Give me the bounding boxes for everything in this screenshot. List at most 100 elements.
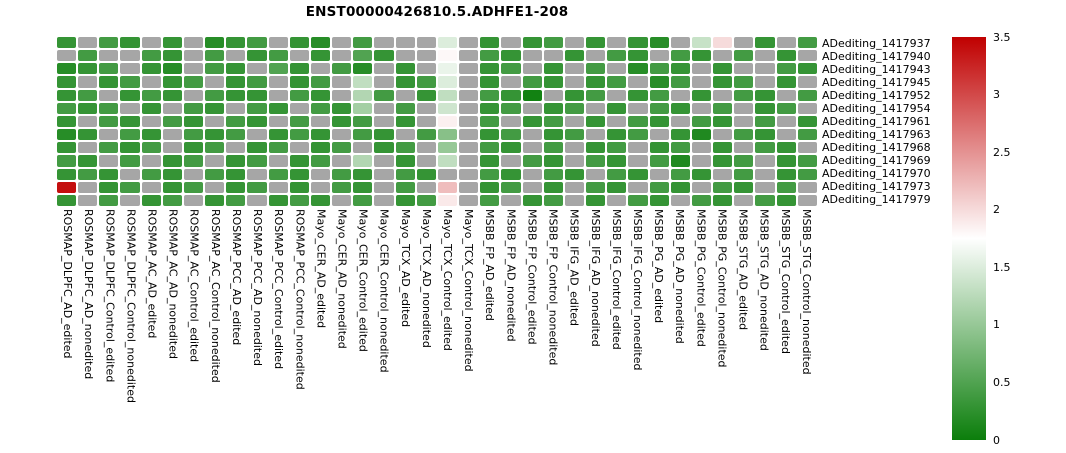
heatmap-cell: [395, 155, 415, 167]
heatmap-cell: [99, 115, 119, 128]
heatmap-cell: [247, 50, 267, 62]
heatmap-cell: [480, 76, 500, 88]
heatmap-cell: [57, 102, 77, 114]
column-label: ROSMAP_PCC_Control_edited: [272, 209, 286, 370]
heatmap-cell: [416, 155, 436, 167]
heatmap-cell: [670, 181, 690, 193]
heatmap-cell: [480, 102, 500, 114]
chart-title: ENST00000426810.5.ADHFE1-208: [305, 4, 569, 20]
heatmap-cell: [734, 168, 754, 180]
heatmap-cell: [99, 63, 119, 75]
heatmap-cell: [395, 37, 415, 49]
heatmap-cell: [734, 37, 754, 49]
heatmap-cell: [501, 168, 521, 180]
heatmap-cell: [416, 115, 436, 128]
heatmap-cell: [755, 194, 775, 206]
heatmap-cell: [480, 115, 500, 128]
heatmap-cell: [522, 142, 542, 154]
heatmap-cell: [459, 181, 479, 193]
column-label: ROSMAP_DLPFC_Control_nonedited: [124, 209, 138, 403]
column-label: Mayo_CER_AD_edited: [314, 209, 328, 329]
heatmap-cell: [480, 142, 500, 154]
heatmap-cell: [776, 155, 796, 167]
heatmap-cell: [755, 155, 775, 167]
heatmap-cell: [522, 50, 542, 62]
heatmap-cell: [776, 142, 796, 154]
heatmap-cell: [416, 142, 436, 154]
heatmap-cell: [183, 37, 204, 49]
heatmap-cell: [522, 76, 542, 88]
heatmap-cell: [607, 63, 627, 75]
heatmap-cell: [522, 155, 542, 167]
row-label: ADediting_1417937: [822, 37, 931, 50]
heatmap-cell: [247, 63, 267, 75]
heatmap-cell: [776, 115, 796, 128]
heatmap-cell: [501, 115, 521, 128]
heatmap-cell: [628, 63, 648, 75]
heatmap-cell: [99, 181, 119, 193]
heatmap-cell: [480, 168, 500, 180]
heatmap-cell: [289, 168, 309, 180]
heatmap-cell: [480, 129, 500, 141]
heatmap-cell: [183, 142, 204, 154]
heatmap-cell: [734, 102, 754, 114]
column-label: MSBB_STG_Control_edited: [778, 209, 792, 354]
heatmap-cell: [607, 155, 627, 167]
heatmap-cell: [416, 181, 436, 193]
heatmap-cell: [670, 76, 690, 88]
column-label: Mayo_TCX_AD_edited: [398, 209, 412, 328]
heatmap-cell: [501, 63, 521, 75]
heatmap-cell: [564, 194, 585, 206]
heatmap-cell: [226, 37, 246, 49]
heatmap-cell: [543, 63, 563, 75]
heatmap-cell: [459, 102, 479, 114]
heatmap-cell: [268, 102, 288, 114]
heatmap-cell: [734, 50, 754, 62]
heatmap-cell: [141, 168, 161, 180]
heatmap-cell: [649, 129, 669, 141]
column-label: Mayo_TCX_Control_nonedited: [462, 209, 476, 372]
heatmap-cell: [99, 155, 119, 167]
heatmap-cell: [564, 155, 585, 167]
heatmap-cell: [78, 89, 98, 101]
heatmap-cell: [289, 155, 309, 167]
heatmap-cell: [247, 155, 267, 167]
heatmap-cell: [586, 155, 606, 167]
heatmap-cell: [670, 63, 690, 75]
heatmap-cell: [628, 168, 648, 180]
heatmap-cell: [78, 50, 98, 62]
heatmap-cell: [353, 142, 373, 154]
heatmap-cell: [57, 129, 77, 141]
heatmap-cell: [459, 76, 479, 88]
heatmap-cell: [141, 50, 161, 62]
heatmap-cell: [205, 50, 225, 62]
heatmap-cell: [57, 89, 77, 101]
heatmap-cell: [586, 50, 606, 62]
heatmap-cell: [755, 168, 775, 180]
heatmap-cell: [713, 37, 733, 49]
heatmap-cell: [226, 181, 246, 193]
heatmap-cell: [522, 129, 542, 141]
heatmap-cell: [162, 155, 182, 167]
heatmap-cell: [374, 76, 394, 88]
heatmap-cell: [501, 76, 521, 88]
heatmap-cell: [691, 102, 712, 114]
heatmap-cell: [183, 50, 204, 62]
heatmap-cell: [691, 37, 712, 49]
heatmap-cell: [459, 194, 479, 206]
heatmap-cell: [99, 129, 119, 141]
heatmap-cell: [713, 50, 733, 62]
heatmap-cell: [332, 63, 352, 75]
heatmap-cell: [120, 89, 140, 101]
heatmap-cell: [332, 168, 352, 180]
heatmap-cell: [607, 89, 627, 101]
heatmap-cell: [755, 142, 775, 154]
heatmap-cell: [755, 37, 775, 49]
heatmap-cell: [713, 76, 733, 88]
heatmap-cell: [183, 194, 204, 206]
heatmap-cell: [522, 89, 542, 101]
heatmap-cell: [480, 155, 500, 167]
heatmap-cell: [776, 63, 796, 75]
heatmap-cell: [543, 168, 563, 180]
